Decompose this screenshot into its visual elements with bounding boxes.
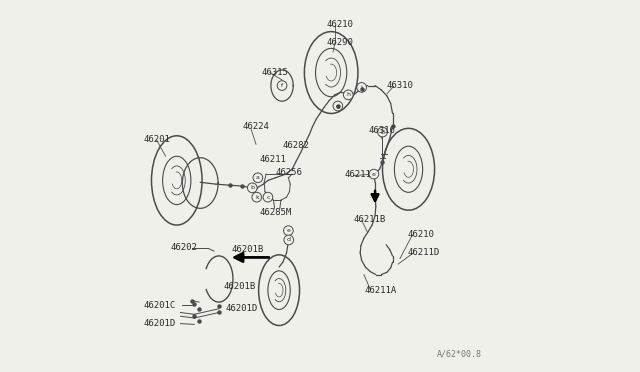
- Text: c: c: [266, 195, 269, 200]
- Circle shape: [277, 81, 287, 90]
- Circle shape: [284, 235, 294, 245]
- Circle shape: [378, 127, 387, 137]
- Circle shape: [253, 173, 262, 183]
- Text: 46201D: 46201D: [143, 319, 175, 328]
- Text: 46282: 46282: [283, 141, 310, 150]
- Text: 46224: 46224: [243, 122, 270, 131]
- Circle shape: [248, 183, 257, 193]
- Text: 46201D: 46201D: [225, 304, 257, 313]
- Text: B: B: [380, 129, 385, 135]
- Text: f: f: [281, 83, 283, 88]
- Text: 46290: 46290: [326, 38, 353, 47]
- Text: i: i: [361, 85, 362, 90]
- Text: 46210: 46210: [326, 20, 353, 29]
- Text: 46315: 46315: [261, 68, 288, 77]
- Text: 46310: 46310: [387, 81, 414, 90]
- Text: k: k: [255, 195, 259, 200]
- Text: 46201C: 46201C: [143, 301, 175, 310]
- Text: 46210: 46210: [408, 230, 435, 239]
- Circle shape: [333, 101, 342, 111]
- Circle shape: [284, 226, 293, 235]
- Text: 46201B: 46201B: [232, 245, 264, 254]
- Text: 46201B: 46201B: [223, 282, 255, 291]
- Text: 46211B: 46211B: [353, 215, 386, 224]
- Text: b: b: [250, 185, 254, 190]
- Circle shape: [369, 169, 379, 179]
- Text: h: h: [346, 92, 350, 97]
- Text: 46256: 46256: [275, 169, 302, 177]
- Text: 46211: 46211: [260, 155, 287, 164]
- Text: 46202: 46202: [170, 243, 197, 252]
- Text: A/62*00.8: A/62*00.8: [437, 350, 482, 359]
- Circle shape: [357, 83, 367, 92]
- Text: a: a: [256, 175, 260, 180]
- Text: e: e: [372, 171, 376, 177]
- Text: 46211: 46211: [344, 170, 371, 179]
- Text: e: e: [287, 228, 291, 233]
- Text: 46201: 46201: [143, 135, 170, 144]
- Text: 46211D: 46211D: [408, 248, 440, 257]
- Text: 46211A: 46211A: [365, 286, 397, 295]
- Text: 46316: 46316: [369, 126, 396, 135]
- Circle shape: [263, 192, 273, 202]
- Text: g: g: [336, 103, 340, 109]
- Text: 46285M: 46285M: [260, 208, 292, 217]
- Circle shape: [252, 192, 262, 202]
- Circle shape: [344, 90, 353, 100]
- Text: d: d: [287, 237, 291, 243]
